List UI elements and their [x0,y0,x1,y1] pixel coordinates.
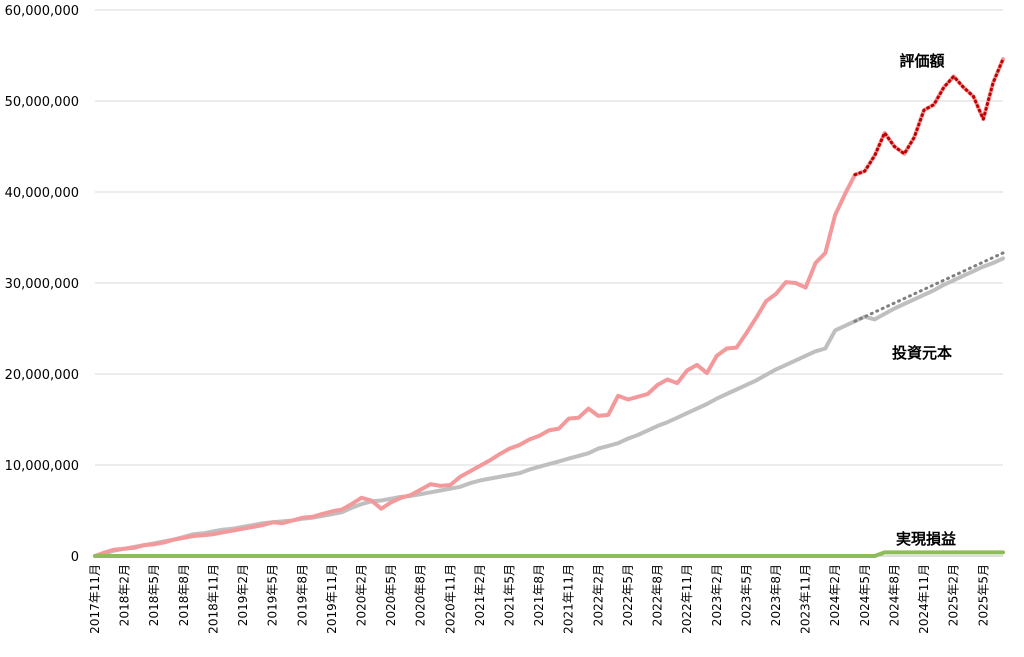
y-tick-label: 20,000,000 [5,368,79,383]
x-tick-label: 2018年2月 [118,564,132,626]
grid-lines [95,9,1003,466]
x-tick-label: 2020年8月 [414,564,428,626]
x-tick-label: 2022年11月 [680,564,694,634]
x-tick-label: 2022年2月 [591,564,605,626]
series-label: 評価額 [899,52,944,70]
y-tick-label: 30,000,000 [5,277,79,292]
x-tick-label: 2022年8月 [651,564,665,626]
x-tick-label: 2025年2月 [947,564,961,626]
x-tick-label: 2021年11月 [562,564,576,634]
series-dotted-overlay [853,251,1005,323]
series-lines [93,57,1005,558]
x-tick-label: 2018年5月 [147,564,161,626]
series-label: 投資元本 [892,344,952,362]
x-tick-label: 2019年2月 [236,564,250,626]
x-axis-ticks: 2017年11月 2018年2月 2018年5月 2018年8月 2018年11月 201… [88,564,990,634]
y-tick-label: 10,000,000 [5,459,79,474]
x-tick-label: 2024年5月 [858,564,872,626]
series-dotted-overlay [853,57,1005,177]
series-line [93,57,1005,558]
x-tick-label: 2023年8月 [769,564,783,626]
x-tick-label: 2024年8月 [887,564,901,626]
x-tick-label: 2024年11月 [917,564,931,634]
x-tick-label: 2018年8月 [177,564,191,626]
x-tick-label: 2019年8月 [295,564,309,626]
y-tick-label: 60,000,000 [5,4,79,19]
x-tick-label: 2017年11月 [88,564,102,634]
x-tick-label: 2023年2月 [710,564,724,626]
x-tick-label: 2020年11月 [443,564,457,634]
x-tick-label: 2021年8月 [532,564,546,626]
x-tick-label: 2019年5月 [266,564,280,626]
x-tick-label: 2018年11月 [206,564,220,634]
series-line [93,550,1005,558]
y-axis-ticks: 0 10,000,000 20,000,000 30,000,000 40,000,00… [5,4,79,565]
x-tick-label: 2025年5月 [976,564,990,626]
x-tick-label: 2023年11月 [799,564,813,634]
y-tick-label: 40,000,000 [5,186,79,201]
series-label: 実現損益 [896,530,956,548]
x-tick-label: 2021年5月 [503,564,517,626]
x-tick-label: 2020年2月 [354,564,368,626]
y-tick-label: 50,000,000 [5,95,79,110]
x-tick-label: 2022年5月 [621,564,635,626]
y-tick-label: 0 [71,550,79,565]
x-tick-label: 2021年2月 [473,564,487,626]
x-tick-label: 2024年2月 [828,564,842,626]
x-tick-label: 2019年11月 [325,564,339,634]
series-line [93,256,1005,558]
x-tick-label: 2020年5月 [384,564,398,626]
x-tick-label: 2023年5月 [739,564,753,626]
